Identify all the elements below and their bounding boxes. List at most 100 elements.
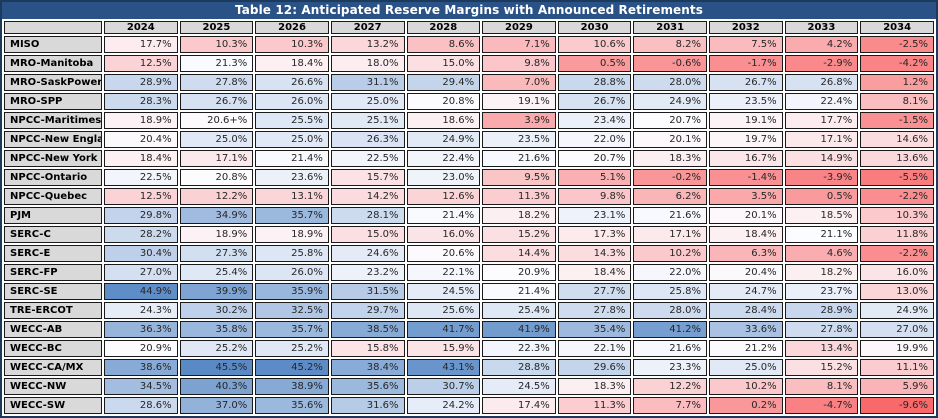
value-cell: 21.4% bbox=[406, 207, 481, 224]
value-cell: 38.9% bbox=[255, 378, 329, 395]
value-cell: 19.1% bbox=[709, 112, 783, 129]
row-label: WECC-NW bbox=[4, 378, 102, 395]
value-cell: 24.6% bbox=[330, 245, 405, 262]
table-row: NPCC-New England20.4%25.0%25.0%26.3%24.9… bbox=[4, 131, 934, 148]
value-cell: 26.7% bbox=[557, 93, 632, 110]
value-cell: -2.2% bbox=[860, 188, 934, 205]
value-cell: 25.4% bbox=[179, 264, 254, 281]
row-label: PJM bbox=[4, 207, 102, 224]
value-cell: 29.6% bbox=[557, 359, 632, 376]
value-cell: 27.8% bbox=[784, 321, 859, 338]
value-cell: 22.3% bbox=[482, 340, 556, 357]
table-row: MISO 17.7% 10.3% 10.3% 13.2% 8.6% 7.1% 10.6% 8.2… bbox=[4, 36, 934, 53]
row-label: SERC-FP bbox=[4, 264, 102, 281]
value-cell: 4.2% bbox=[784, 36, 859, 53]
value-cell: 10.3% bbox=[860, 207, 934, 224]
value-cell: 23.7% bbox=[784, 283, 859, 300]
row-label: MRO-SPP bbox=[4, 93, 102, 110]
value-cell: 25.0% bbox=[255, 131, 329, 148]
value-cell: 25.0% bbox=[179, 131, 254, 148]
value-cell: 24.2% bbox=[406, 397, 481, 414]
value-cell: 25.0% bbox=[709, 359, 783, 376]
column-header: 2032 bbox=[709, 21, 783, 34]
table-row: MRO-SaskPower 28.9% 27.8% 26.6% 31.1% 29.4% 7.… bbox=[4, 74, 934, 91]
corner-cell bbox=[4, 21, 102, 34]
value-cell: -2.5% bbox=[860, 36, 934, 53]
row-label: SERC-E bbox=[4, 245, 102, 262]
table-row: WECC-CA/MX 38.6% 45.5% 45.2% 38.4% 43.1% 28.8%… bbox=[4, 359, 934, 376]
header-row: 2024 2025 2026 2027 2028 2029 2030 2031 2032 2033… bbox=[4, 21, 934, 34]
value-cell: 13.1% bbox=[255, 188, 329, 205]
value-cell: 14.2% bbox=[330, 188, 405, 205]
value-cell: 29.7% bbox=[330, 302, 405, 319]
value-cell: 18.2% bbox=[784, 264, 859, 281]
value-cell: 28.0% bbox=[633, 74, 707, 91]
value-cell: -0.6% bbox=[633, 55, 707, 72]
value-cell: 20.4% bbox=[709, 264, 783, 281]
value-cell: 35.7% bbox=[255, 321, 329, 338]
value-cell: 6.3% bbox=[709, 245, 783, 262]
value-cell: 22.4% bbox=[784, 93, 859, 110]
value-cell: 22.0% bbox=[633, 264, 707, 281]
value-cell: 26.8% bbox=[784, 74, 859, 91]
table-row: WECC-AB 36.3% 35.8% 35.7% 38.5% 41.7% 41.9% 35.… bbox=[4, 321, 934, 338]
value-cell: 35.6% bbox=[255, 397, 329, 414]
value-cell: 17.1% bbox=[633, 226, 707, 243]
value-cell: 27.8% bbox=[179, 74, 254, 91]
value-cell: 35.8% bbox=[179, 321, 254, 338]
value-cell: 28.9% bbox=[104, 74, 178, 91]
value-cell: 10.2% bbox=[633, 245, 707, 262]
value-cell: 28.0% bbox=[633, 302, 707, 319]
value-cell: 10.3% bbox=[255, 36, 329, 53]
value-cell: 17.7% bbox=[104, 36, 178, 53]
value-cell: 36.3% bbox=[104, 321, 178, 338]
value-cell: 27.0% bbox=[860, 321, 934, 338]
value-cell: 6.2% bbox=[633, 188, 707, 205]
value-cell: 20.8% bbox=[179, 169, 254, 186]
value-cell: 17.1% bbox=[784, 131, 859, 148]
value-cell: 25.6% bbox=[406, 302, 481, 319]
reserve-margins-table: 2024 2025 2026 2027 2028 2029 2030 2031 2032 2033… bbox=[2, 19, 936, 416]
value-cell: -4.2% bbox=[860, 55, 934, 72]
value-cell: 41.9% bbox=[482, 321, 556, 338]
value-cell: 28.4% bbox=[709, 302, 783, 319]
value-cell: 35.9% bbox=[255, 283, 329, 300]
row-label: NPCC-Quebec bbox=[4, 188, 102, 205]
value-cell: 27.3% bbox=[179, 245, 254, 262]
value-cell: 23.1% bbox=[557, 207, 632, 224]
value-cell: 5.1% bbox=[557, 169, 632, 186]
value-cell: 27.7% bbox=[557, 283, 632, 300]
value-cell: 28.1% bbox=[330, 207, 405, 224]
value-cell: 38.6% bbox=[104, 359, 178, 376]
value-cell: 41.7% bbox=[406, 321, 481, 338]
table-row: SERC-C 28.2% 18.9% 18.9% 15.0% 16.0% 15.2% 17.3… bbox=[4, 226, 934, 243]
value-cell: -2.2% bbox=[860, 245, 934, 262]
value-cell: 23.4% bbox=[557, 112, 632, 129]
value-cell: 22.4% bbox=[406, 150, 481, 167]
value-cell: 18.9% bbox=[104, 112, 178, 129]
value-cell: 32.5% bbox=[255, 302, 329, 319]
value-cell: 34.9% bbox=[179, 207, 254, 224]
value-cell: 31.6% bbox=[330, 397, 405, 414]
value-cell: 14.6% bbox=[860, 131, 934, 148]
value-cell: -9.6% bbox=[860, 397, 934, 414]
value-cell: -2.9% bbox=[784, 55, 859, 72]
value-cell: 21.3% bbox=[179, 55, 254, 72]
table-row: WECC-NW 34.5% 40.3% 38.9% 35.6% 30.7% 24.5% 18.… bbox=[4, 378, 934, 395]
value-cell: 20.9% bbox=[482, 264, 556, 281]
table-body: MISO 17.7% 10.3% 10.3% 13.2% 8.6% 7.1% 10.6% 8.2… bbox=[4, 36, 934, 414]
value-cell: 45.5% bbox=[179, 359, 254, 376]
value-cell: 7.0% bbox=[482, 74, 556, 91]
value-cell: 12.5% bbox=[104, 188, 178, 205]
value-cell: 9.8% bbox=[557, 188, 632, 205]
value-cell: 7.7% bbox=[633, 397, 707, 414]
column-header: 2027 bbox=[330, 21, 405, 34]
value-cell: 18.4% bbox=[255, 55, 329, 72]
value-cell: 21.6% bbox=[482, 150, 556, 167]
value-cell: 16.0% bbox=[406, 226, 481, 243]
table-row: MRO-Manitoba 12.5% 21.3% 18.4% 18.0% 15.0% 9.8… bbox=[4, 55, 934, 72]
value-cell: 28.8% bbox=[557, 74, 632, 91]
value-cell: 24.5% bbox=[406, 283, 481, 300]
value-cell: -0.2% bbox=[633, 169, 707, 186]
value-cell: 17.1% bbox=[179, 150, 254, 167]
